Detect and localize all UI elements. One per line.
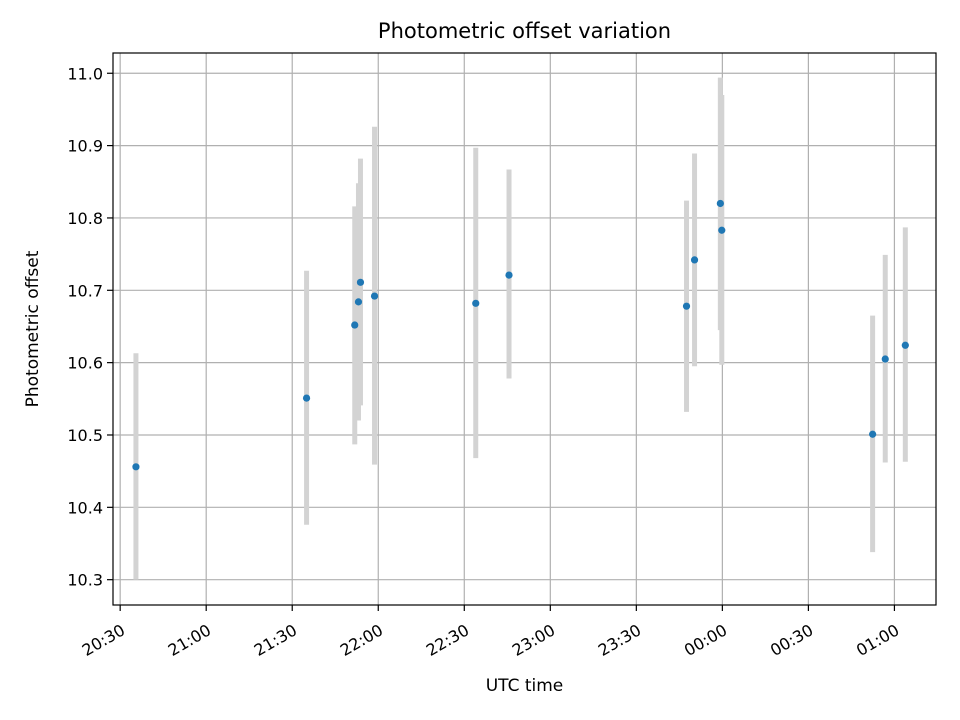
- x-tick-label: 01:00: [853, 620, 902, 660]
- data-point: [682, 302, 691, 310]
- data-point: [869, 430, 877, 438]
- data-point: [302, 394, 311, 402]
- x-tick-label: 22:30: [423, 620, 472, 660]
- data-point: [881, 355, 889, 363]
- y-tick-label: 10.6: [67, 354, 103, 373]
- data-point: [901, 341, 909, 349]
- y-tick-label: 10.8: [67, 209, 103, 228]
- data-point: [505, 271, 513, 279]
- y-tick-label: 10.7: [67, 281, 103, 300]
- y-tick-label: 10.9: [67, 137, 103, 156]
- x-axis-label: UTC time: [486, 676, 564, 696]
- data-point: [354, 298, 363, 306]
- y-tick-label: 10.3: [67, 571, 103, 590]
- x-tick-label: 23:00: [509, 620, 558, 660]
- data-point: [716, 199, 724, 208]
- data-point: [132, 463, 140, 471]
- x-tick-label: 21:00: [165, 620, 214, 660]
- chart-title: Photometric offset variation: [378, 19, 671, 43]
- data-point: [356, 278, 365, 286]
- x-tick-label: 20:30: [79, 620, 128, 660]
- x-axis: 20:30 21:00 21:30 22:00 22:30 23:00 23:30 00:00…: [79, 605, 902, 660]
- data-point: [370, 292, 379, 300]
- plot-frame: [112, 52, 937, 606]
- data-point: [718, 226, 726, 234]
- data-point: [472, 299, 480, 307]
- x-tick-label: 22:00: [337, 620, 386, 660]
- y-tick-label: 10.4: [67, 498, 103, 517]
- y-axis-label: Photometric offset: [23, 250, 43, 407]
- data-points: [132, 199, 909, 471]
- error-bars: [133, 77, 908, 580]
- x-tick-label: 23:30: [595, 620, 644, 660]
- data-point: [351, 321, 359, 329]
- y-tick-label: 10.5: [67, 426, 103, 445]
- x-tick-label: 00:30: [767, 620, 816, 660]
- grid: [113, 53, 936, 605]
- data-point: [690, 256, 699, 264]
- x-tick-label: 00:00: [681, 620, 730, 660]
- x-tick-label: 21:30: [251, 620, 300, 660]
- y-tick-label: 11.0: [67, 64, 103, 83]
- y-axis: 10.3 10.4 10.5 10.6 10.7 10.8 10.9 11.0: [67, 64, 113, 590]
